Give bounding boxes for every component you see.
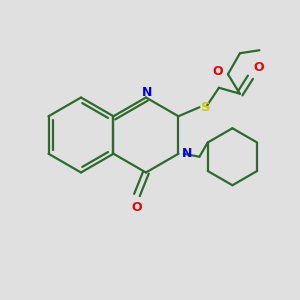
Text: N: N xyxy=(182,147,192,160)
Text: S: S xyxy=(201,101,211,114)
Text: N: N xyxy=(142,86,153,100)
Text: O: O xyxy=(132,201,142,214)
Text: O: O xyxy=(254,61,264,74)
Text: O: O xyxy=(213,65,224,78)
